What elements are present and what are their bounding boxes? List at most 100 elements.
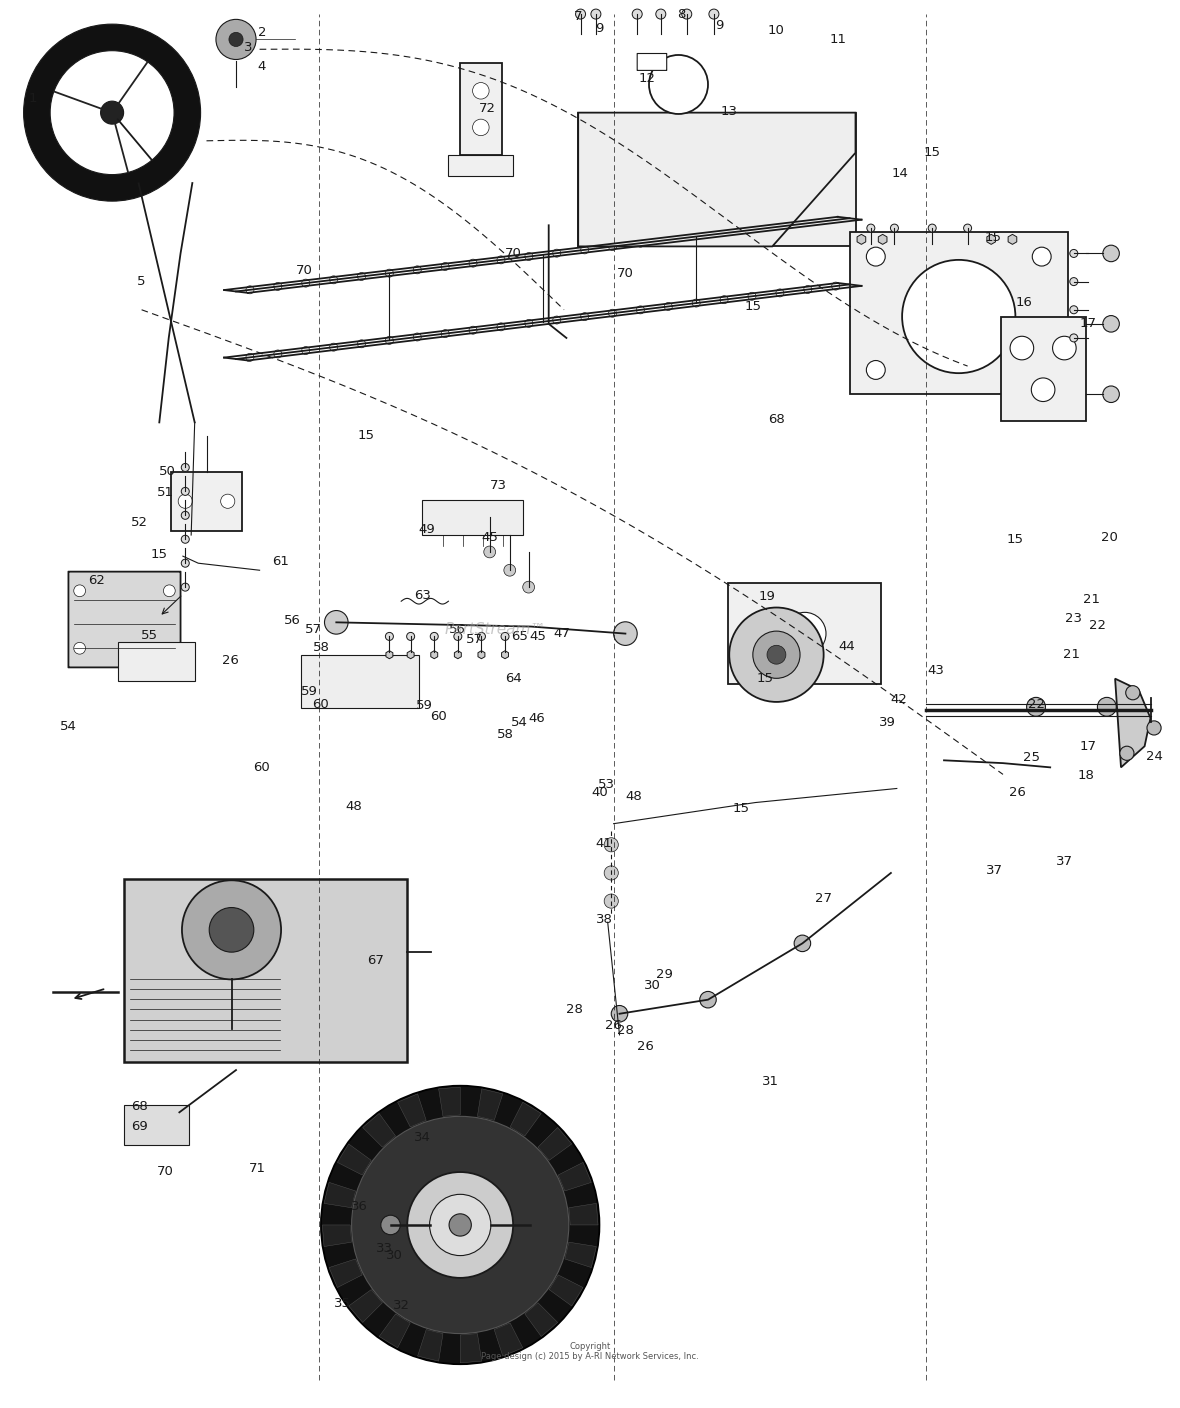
FancyBboxPatch shape [171,472,242,531]
Text: 40: 40 [591,786,608,800]
Polygon shape [525,1302,558,1336]
Text: 65: 65 [511,629,527,643]
Circle shape [784,612,826,655]
Circle shape [221,494,235,508]
Text: 15: 15 [151,548,168,562]
Text: 60: 60 [313,697,329,711]
Circle shape [182,487,189,496]
Circle shape [216,20,256,59]
FancyBboxPatch shape [422,500,523,535]
Polygon shape [337,1143,372,1176]
Text: 57: 57 [306,622,322,636]
Text: 15: 15 [745,300,761,314]
Text: 43: 43 [927,663,944,677]
Text: 69: 69 [131,1119,148,1133]
Text: 23: 23 [1066,611,1082,625]
Circle shape [381,1215,400,1235]
Text: 34: 34 [414,1131,431,1145]
Text: 42: 42 [891,693,907,707]
Circle shape [1070,277,1077,286]
Text: 73: 73 [490,479,506,493]
Text: 17: 17 [1080,739,1096,753]
Circle shape [525,320,533,328]
Text: 21: 21 [1083,593,1100,607]
Text: 56: 56 [284,614,301,628]
Polygon shape [578,113,856,246]
Circle shape [794,935,811,952]
Circle shape [664,303,673,310]
Text: 52: 52 [131,515,148,529]
Circle shape [902,260,1015,373]
Circle shape [964,224,971,232]
Text: 71: 71 [249,1162,266,1176]
Circle shape [614,622,637,645]
Circle shape [609,310,616,317]
Circle shape [163,642,175,655]
Text: 28: 28 [617,1024,634,1038]
Text: 44: 44 [839,639,855,653]
Circle shape [753,631,800,679]
Circle shape [178,494,192,508]
Circle shape [929,224,936,232]
Circle shape [776,289,784,297]
Text: 55: 55 [142,628,158,642]
Circle shape [497,322,505,331]
Circle shape [1053,337,1076,360]
Circle shape [1123,708,1142,728]
Text: 8: 8 [676,7,686,21]
Polygon shape [322,1225,352,1246]
Circle shape [245,353,254,362]
Text: 61: 61 [273,555,289,569]
Circle shape [1097,697,1116,717]
Circle shape [470,327,477,334]
Text: 41: 41 [596,836,612,850]
Text: 53: 53 [598,777,615,791]
Text: PartStream™: PartStream™ [445,622,546,636]
Circle shape [636,239,644,248]
Text: 9: 9 [715,18,725,32]
Circle shape [693,232,700,241]
Polygon shape [431,650,438,659]
Circle shape [441,329,450,338]
FancyBboxPatch shape [68,572,181,667]
Text: 26: 26 [605,1018,622,1032]
Circle shape [73,584,86,597]
Text: 19: 19 [759,590,775,604]
Polygon shape [1115,679,1150,767]
Polygon shape [386,650,393,659]
Text: 56: 56 [450,622,466,636]
Circle shape [632,8,642,20]
Circle shape [604,838,618,852]
Circle shape [182,535,189,543]
Text: 58: 58 [313,641,329,655]
Circle shape [358,339,366,348]
Polygon shape [407,650,414,659]
Circle shape [209,908,254,952]
Circle shape [552,249,560,258]
Circle shape [552,315,560,324]
Polygon shape [510,1102,542,1136]
Text: 37: 37 [1056,855,1073,869]
Circle shape [182,463,189,472]
Circle shape [1103,315,1120,332]
Circle shape [73,642,86,655]
Text: 47: 47 [553,627,570,641]
Circle shape [182,559,189,567]
Text: 46: 46 [529,711,545,725]
Circle shape [591,8,601,20]
Text: 67: 67 [367,953,384,967]
Circle shape [1027,697,1045,717]
Circle shape [182,880,281,980]
Circle shape [1070,334,1077,342]
Circle shape [720,230,728,237]
Text: Copyright
Page design (c) 2015 by A-RI Network Services, Inc.: Copyright Page design (c) 2015 by A-RI N… [481,1342,699,1362]
Circle shape [329,276,337,284]
Circle shape [1031,377,1055,401]
Polygon shape [329,1259,362,1287]
Circle shape [430,1194,491,1256]
Circle shape [609,242,616,251]
Text: 4: 4 [257,59,267,73]
Circle shape [163,584,175,597]
Text: 15: 15 [985,231,1002,245]
Circle shape [431,632,438,641]
